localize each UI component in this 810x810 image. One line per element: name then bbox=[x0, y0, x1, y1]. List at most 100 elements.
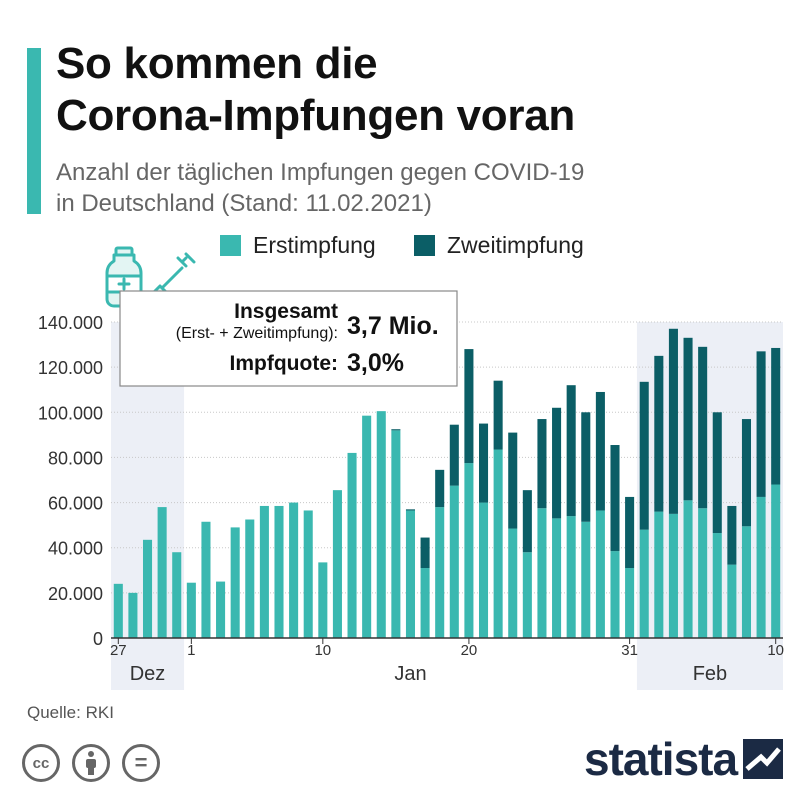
bar-zweitimpfung bbox=[727, 505, 737, 565]
legend-swatch-zweitimpfung bbox=[414, 235, 435, 256]
month-label-jan: Jan bbox=[394, 663, 426, 685]
y-tick-label: 60.000 bbox=[48, 494, 103, 514]
bar-erstimpfung bbox=[727, 564, 737, 638]
chart-subtitle-line-2: in Deutschland (Stand: 11.02.2021) bbox=[56, 190, 432, 217]
statista-logo[interactable]: statista bbox=[584, 733, 784, 785]
y-tick-label: 80.000 bbox=[48, 448, 103, 468]
x-tick-label: 31 bbox=[621, 642, 638, 659]
bar-erstimpfung bbox=[654, 511, 664, 638]
bar-zweitimpfung bbox=[610, 445, 620, 552]
info-quota-label: Impfquote: bbox=[230, 352, 338, 375]
y-tick-labels: 0 20.000 40.000 60.000 80.000 100.000 120.000 1… bbox=[38, 313, 103, 649]
bar-erstimpfung bbox=[493, 449, 503, 638]
y-tick-label: 100.000 bbox=[38, 403, 103, 423]
x-tick-label: 20 bbox=[461, 642, 478, 659]
bar-zweitimpfung bbox=[683, 337, 693, 501]
bar-erstimpfung bbox=[332, 490, 342, 638]
attribution-person-icon[interactable] bbox=[72, 744, 110, 782]
info-quota-value: 3,0% bbox=[347, 349, 404, 377]
bar-erstimpfung bbox=[216, 581, 226, 638]
y-tick-label: 20.000 bbox=[48, 584, 103, 604]
y-tick-label: 40.000 bbox=[48, 539, 103, 559]
bar-erstimpfung bbox=[420, 568, 430, 638]
month-label-dez: Dez bbox=[130, 663, 166, 685]
bar-erstimpfung bbox=[362, 415, 372, 638]
bar-zweitimpfung bbox=[712, 412, 722, 534]
bar-erstimpfung bbox=[391, 430, 401, 638]
no-derivatives-icon-text: = bbox=[134, 750, 148, 775]
bar-zweitimpfung bbox=[595, 391, 605, 511]
bar-erstimpfung bbox=[201, 521, 211, 638]
legend-label-zweitimpfung: Zweitimpfung bbox=[447, 232, 584, 258]
bar-erstimpfung bbox=[259, 505, 269, 638]
bar-erstimpfung bbox=[318, 562, 328, 638]
x-tick-label: 10 bbox=[767, 642, 784, 659]
source-note: Quelle: RKI bbox=[27, 703, 114, 722]
info-total-value: 3,7 Mio. bbox=[347, 312, 439, 340]
info-total-sublabel: (Erst- + Zweitimpfung): bbox=[176, 325, 338, 342]
bar-zweitimpfung bbox=[478, 423, 489, 503]
bar-zweitimpfung bbox=[771, 347, 781, 485]
legend-item-erstimpfung: Erstimpfung bbox=[220, 232, 376, 259]
chart-title-line-1: So kommen die bbox=[56, 39, 378, 88]
bar-erstimpfung bbox=[142, 539, 153, 638]
cc-icon-text: cc bbox=[32, 754, 50, 772]
bar-erstimpfung bbox=[435, 507, 445, 638]
bar-erstimpfung bbox=[274, 505, 284, 638]
chart-title-line-2: Corona-Impfungen voran bbox=[56, 91, 575, 140]
bar-zweitimpfung bbox=[639, 381, 649, 530]
bar-erstimpfung bbox=[625, 568, 635, 638]
info-total-label: Insgesamt bbox=[234, 300, 338, 323]
bar-zweitimpfung bbox=[756, 351, 766, 497]
x-tick-label: 27 bbox=[110, 642, 127, 659]
bar-erstimpfung bbox=[595, 510, 605, 638]
legend-label-erstimpfung: Erstimpfung bbox=[253, 232, 376, 258]
bar-erstimpfung bbox=[552, 518, 562, 638]
x-tick-labels: 27 1 10 20 31 10 bbox=[110, 638, 784, 659]
y-tick-label: 0 bbox=[93, 629, 103, 649]
y-tick-label: 120.000 bbox=[38, 358, 103, 378]
bar-erstimpfung bbox=[478, 502, 489, 638]
bar-zweitimpfung bbox=[405, 509, 416, 511]
bar-erstimpfung bbox=[128, 592, 138, 638]
bar-erstimpfung bbox=[113, 583, 123, 638]
legend-swatch-erstimpfung bbox=[220, 235, 241, 256]
bar-erstimpfung bbox=[771, 484, 781, 638]
x-tick-label: 10 bbox=[314, 642, 331, 659]
bar-zweitimpfung bbox=[537, 419, 547, 509]
chart-title: So kommen die Corona-Impfungen voran bbox=[56, 38, 796, 142]
bar-erstimpfung bbox=[537, 508, 547, 638]
bar-erstimpfung bbox=[186, 582, 196, 638]
bar-erstimpfung bbox=[741, 526, 752, 638]
chart-subtitle-line-1: Anzahl der täglichen Impfungen gegen COV… bbox=[56, 159, 585, 186]
y-tick-label: 140.000 bbox=[38, 313, 103, 333]
bar-zweitimpfung bbox=[522, 490, 532, 553]
bar-zweitimpfung bbox=[493, 380, 503, 450]
title-accent-bar bbox=[27, 48, 41, 214]
bar-erstimpfung bbox=[756, 496, 766, 638]
bar-erstimpfung bbox=[712, 533, 722, 638]
bar-zweitimpfung bbox=[654, 355, 664, 512]
month-labels: Dez Jan Feb bbox=[130, 663, 727, 685]
no-derivatives-icon[interactable]: = bbox=[122, 744, 160, 782]
info-box: Insgesamt (Erst- + Zweitimpfung): 3,7 Mi… bbox=[119, 290, 458, 387]
statista-logo-icon bbox=[743, 739, 784, 779]
statista-logo-text: statista bbox=[584, 733, 738, 785]
bar-erstimpfung bbox=[347, 452, 357, 638]
x-tick-label: 1 bbox=[187, 642, 195, 659]
bars bbox=[113, 328, 781, 638]
bar-zweitimpfung bbox=[566, 385, 576, 517]
cc-icon[interactable]: cc bbox=[22, 744, 60, 782]
bar-erstimpfung bbox=[698, 508, 708, 638]
bar-erstimpfung bbox=[405, 510, 416, 638]
month-label-feb: Feb bbox=[693, 663, 727, 685]
bar-zweitimpfung bbox=[625, 496, 635, 569]
bar-zweitimpfung bbox=[698, 346, 708, 509]
bar-erstimpfung bbox=[639, 529, 649, 638]
chart-subtitle: Anzahl der täglichen Impfungen gegen COV… bbox=[56, 157, 796, 219]
bar-erstimpfung bbox=[449, 485, 459, 638]
bar-erstimpfung bbox=[522, 552, 532, 638]
bar-erstimpfung bbox=[464, 463, 474, 638]
legend-item-zweitimpfung: Zweitimpfung bbox=[414, 232, 584, 259]
chart-legend: Erstimpfung Zweitimpfung bbox=[0, 232, 810, 264]
